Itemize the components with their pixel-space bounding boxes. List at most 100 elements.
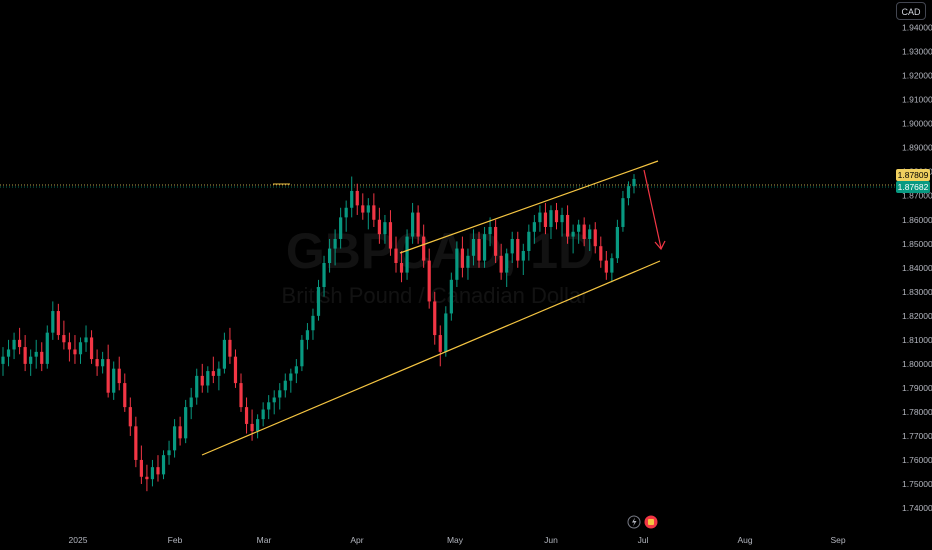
candle-body <box>289 373 293 381</box>
candle-body <box>211 371 215 376</box>
candle-body <box>256 419 260 432</box>
candle-body <box>377 219 381 235</box>
candle-body <box>416 212 420 237</box>
y-tick-label: 1.74000 <box>902 503 932 513</box>
candle <box>78 337 83 364</box>
candle-body <box>477 238 481 261</box>
candle-body <box>267 402 271 410</box>
candle-body <box>112 368 116 393</box>
candle <box>521 243 525 276</box>
candle <box>29 349 33 376</box>
candle <box>416 205 420 244</box>
candle-body <box>433 301 437 336</box>
candle-body <box>538 212 542 223</box>
candle-body <box>261 409 265 420</box>
candle-body <box>366 205 370 213</box>
candle <box>549 205 553 239</box>
candle-body <box>18 339 22 348</box>
candle <box>278 383 282 410</box>
candle <box>200 363 204 393</box>
candle-body <box>615 226 619 259</box>
y-tick-label: 1.76000 <box>902 455 932 465</box>
candle-body <box>516 238 520 261</box>
candle-body <box>322 263 326 288</box>
candle <box>554 202 559 230</box>
candle <box>588 224 592 251</box>
channel-lower-line[interactable] <box>201 260 661 456</box>
candle <box>56 303 60 340</box>
price-tag-upper-text: 1.87809 <box>898 170 929 180</box>
candle-body <box>1 356 5 364</box>
candle-body <box>150 467 155 480</box>
price-tag-upper: 1.87809 <box>896 169 930 181</box>
candle <box>62 320 66 350</box>
y-tick-label: 1.79000 <box>902 383 932 393</box>
candle-body <box>23 347 27 364</box>
price-tag-lower-text: 1.87682 <box>898 182 929 192</box>
candle <box>322 255 326 297</box>
candle-body <box>283 380 287 391</box>
candle <box>505 248 509 288</box>
candle-body <box>134 426 138 460</box>
candle-body <box>593 229 597 247</box>
y-tick-label: 1.81000 <box>902 335 932 345</box>
candle-body <box>305 330 310 340</box>
candle-body <box>29 356 33 364</box>
candle-body <box>571 231 575 237</box>
candle-body <box>244 407 249 424</box>
projection-arrow[interactable] <box>643 169 662 249</box>
candle-body <box>189 397 193 408</box>
candle <box>350 176 354 218</box>
candle <box>300 335 304 372</box>
candle <box>206 366 210 393</box>
candle-body <box>101 359 105 367</box>
candle <box>366 198 370 230</box>
candle <box>51 301 55 340</box>
candle-body <box>51 311 55 333</box>
y-tick-label: 1.84000 <box>902 263 932 273</box>
candle-body <box>184 407 188 439</box>
candle-body <box>172 426 177 451</box>
channel-upper-line[interactable] <box>399 160 659 254</box>
candle <box>632 174 636 194</box>
flag-icon[interactable] <box>644 515 658 529</box>
candle-body <box>95 359 99 367</box>
x-tick-label: Feb <box>168 535 183 545</box>
candle-body <box>34 351 38 357</box>
candle-body <box>12 339 16 350</box>
candle <box>289 368 293 393</box>
candle-body <box>399 263 404 273</box>
candle <box>372 193 376 227</box>
candle <box>527 224 531 261</box>
candle <box>172 419 177 458</box>
candle-body <box>145 476 149 480</box>
candle <box>604 250 608 280</box>
y-axis: 1.94000 1.93000 1.92000 1.91000 1.90000 1.890… <box>902 23 932 513</box>
candle-body <box>200 375 204 386</box>
candle <box>250 409 254 441</box>
y-tick-label: 1.93000 <box>902 47 932 57</box>
candle-body <box>45 332 49 364</box>
candle-body <box>40 351 44 364</box>
candle-body <box>233 356 238 384</box>
candle-body <box>62 335 66 343</box>
candle <box>482 226 487 268</box>
candle <box>67 332 72 362</box>
candle <box>101 351 105 374</box>
candle-body <box>167 450 171 456</box>
lightning-icon[interactable] <box>627 515 641 529</box>
y-tick-label: 1.75000 <box>902 479 932 489</box>
candle <box>256 414 260 439</box>
candle <box>532 214 536 244</box>
y-tick-label: 1.87000 <box>902 191 932 201</box>
candle-body <box>599 246 603 261</box>
candle <box>239 373 243 412</box>
arrow-head-icon <box>654 240 666 251</box>
currency-button[interactable]: CAD <box>896 2 926 20</box>
candle-body <box>106 359 110 393</box>
candle <box>217 361 221 391</box>
candle <box>167 440 171 465</box>
candle <box>1 347 5 376</box>
candle-body <box>471 238 476 256</box>
